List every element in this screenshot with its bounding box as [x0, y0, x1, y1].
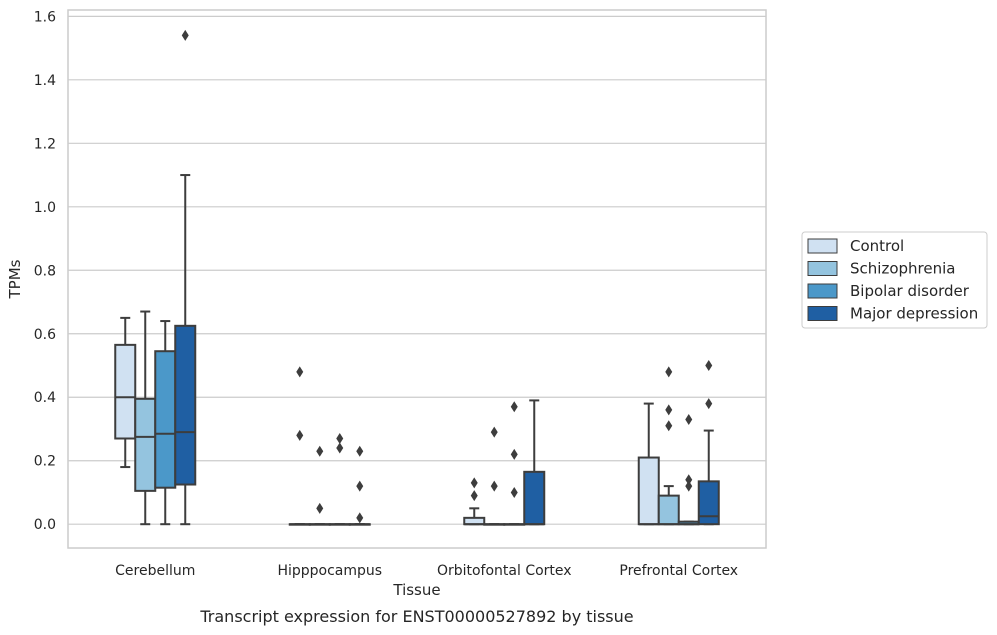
x-tick-label: Cerebellum — [115, 563, 195, 579]
legend-swatch — [807, 283, 838, 299]
y-tick-label: 0.2 — [34, 454, 56, 470]
outlier-point — [510, 448, 518, 460]
outlier-point — [470, 490, 478, 502]
outlier-point — [510, 401, 518, 413]
box-bipolar-disorder — [154, 320, 177, 526]
outlier-point — [336, 432, 344, 444]
legend-frame — [801, 231, 988, 329]
y-tick-label: 0.4 — [34, 390, 56, 406]
box-control — [114, 316, 137, 469]
outlier-point — [470, 477, 478, 489]
y-tick-label: 1.2 — [34, 136, 56, 152]
legend: Control Schizophrenia Bipolar disorder Majo… — [801, 231, 988, 329]
outlier-point — [296, 366, 304, 378]
box-schizophrenia — [657, 366, 680, 526]
box-schizophrenia — [134, 310, 157, 526]
box-iqr — [114, 343, 137, 440]
x-tick-label: Hipppocampus — [277, 563, 382, 579]
x-tick-label: Orbitofontal Cortex — [437, 563, 572, 579]
box-bipolar-disorder — [328, 432, 351, 526]
x-tick-label: Prefrontal Cortex — [619, 563, 738, 579]
box-iqr — [697, 480, 720, 526]
box-control — [637, 402, 660, 526]
box-iqr — [154, 350, 177, 489]
box-schizophrenia — [308, 445, 331, 526]
legend-swatch — [807, 261, 838, 276]
box-bipolar-disorder — [503, 401, 526, 526]
outlier-point — [685, 413, 693, 425]
box-iqr — [637, 456, 660, 526]
box-layer — [114, 29, 720, 526]
outlier-point — [705, 398, 713, 410]
box-iqr — [657, 494, 680, 526]
box-control — [288, 366, 311, 526]
y-tick-label: 1.6 — [34, 9, 56, 25]
x-tick-labels: Cerebellum Hipppocampus Orbitofontal Corte… — [115, 563, 738, 579]
outlier-point — [685, 480, 693, 492]
legend-swatch — [807, 238, 838, 254]
box-schizophrenia — [483, 426, 506, 526]
y-tick-label: 0.0 — [34, 517, 56, 533]
outlier-point — [490, 426, 498, 438]
box-iqr — [174, 324, 197, 486]
y-tick-label: 1.0 — [34, 200, 56, 216]
box-iqr — [134, 397, 157, 492]
y-tick-label: 1.4 — [34, 73, 56, 89]
outlier-point — [336, 442, 344, 454]
outlier-point — [296, 429, 304, 441]
box-control — [463, 477, 486, 526]
legend-label: Control — [850, 237, 904, 255]
outlier-point — [705, 359, 713, 371]
y-tick-label: 0.8 — [34, 263, 56, 279]
legend-label: Bipolar disorder — [850, 282, 970, 300]
box-major-depression — [697, 359, 720, 526]
chart-caption: Transcript expression for ENST0000052789… — [199, 607, 633, 626]
box-iqr — [523, 470, 546, 526]
outlier-point — [316, 502, 324, 514]
y-tick-labels: 0.0 0.2 0.4 0.6 0.8 1.0 1.2 1.4 1.6 — [34, 9, 56, 533]
outlier-point — [356, 512, 364, 524]
outlier-point — [356, 480, 364, 492]
box-major-depression — [523, 399, 546, 526]
y-axis-title: TPMs — [6, 259, 24, 299]
outlier-point — [181, 29, 189, 41]
outlier-point — [510, 486, 518, 498]
legend-label: Schizophrenia — [850, 260, 955, 278]
legend-label: Major depression — [850, 305, 978, 323]
y-tick-label: 0.6 — [34, 327, 56, 343]
outlier-point — [665, 366, 673, 378]
outlier-point — [665, 404, 673, 416]
outlier-point — [685, 474, 693, 486]
x-axis-title: Tissue — [392, 581, 440, 599]
outlier-point — [665, 420, 673, 432]
box-major-depression — [174, 29, 197, 526]
box-major-depression — [348, 445, 371, 526]
outlier-point — [316, 445, 324, 457]
legend-swatch — [807, 306, 838, 321]
box-bipolar-disorder — [677, 413, 700, 526]
outlier-point — [490, 480, 498, 492]
outlier-point — [356, 445, 364, 457]
plot-frame — [67, 9, 767, 549]
